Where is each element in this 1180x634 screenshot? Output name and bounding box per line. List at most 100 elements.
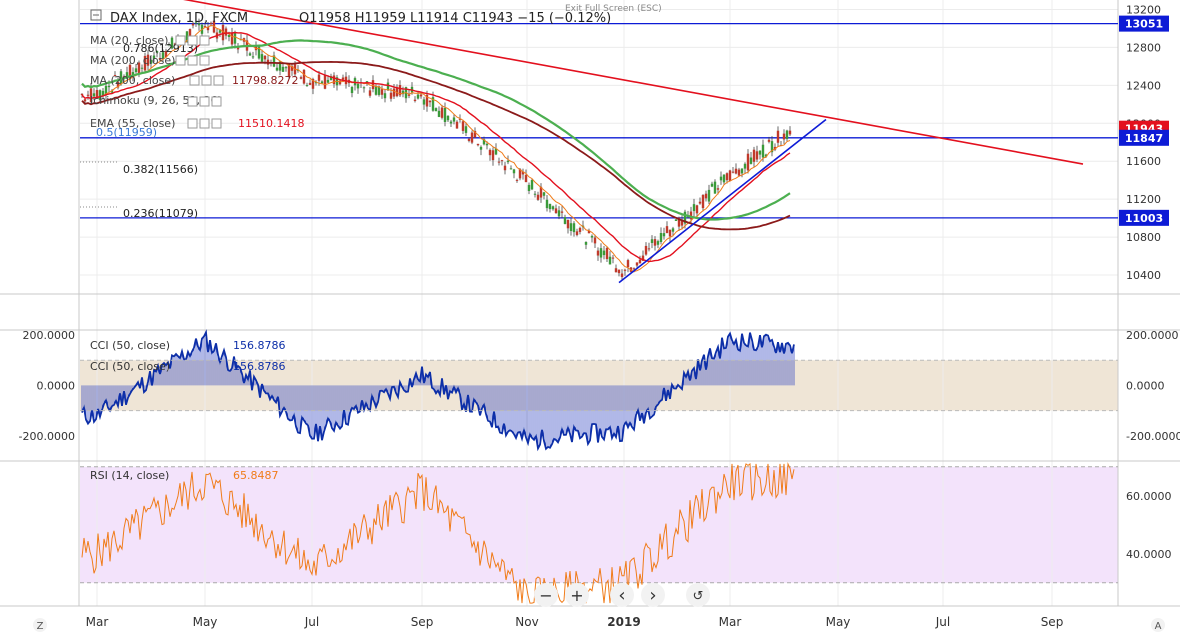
- price-badge-label: 11847: [1125, 132, 1163, 145]
- support-trendline[interactable]: [618, 118, 827, 284]
- legend-settings-icon[interactable]: [199, 118, 210, 129]
- auto-scale-button[interactable]: [1151, 618, 1165, 632]
- candle: [749, 157, 753, 164]
- candle: [257, 46, 261, 59]
- candle: [662, 233, 666, 237]
- zoom-in-button[interactable]: [565, 583, 589, 607]
- legend-icons[interactable]: [175, 35, 224, 129]
- candle: [350, 86, 354, 94]
- scroll-back-button[interactable]: [610, 583, 634, 607]
- candle: [203, 26, 207, 28]
- candle: [596, 250, 600, 256]
- candle: [443, 107, 447, 122]
- reset-chart-button[interactable]: [686, 583, 710, 607]
- z-icon: Z: [37, 621, 44, 632]
- candle: [725, 173, 729, 181]
- legend-settings-icon[interactable]: [201, 75, 212, 86]
- cci-tick-right: -200.0000: [1126, 430, 1180, 443]
- rsi-line: [80, 461, 1118, 605]
- zoom-out-button[interactable]: [534, 583, 558, 607]
- collapse-icon[interactable]: [90, 9, 102, 21]
- time-tick-label: Jul: [935, 615, 950, 629]
- rsi-band: [80, 466, 1118, 583]
- candle: [674, 219, 678, 221]
- candle: [605, 247, 609, 260]
- legend-settings-icon[interactable]: [187, 118, 198, 129]
- header: DAX Index, 1D, FXCM O11958 H11959 L11914…: [90, 4, 662, 26]
- candle: [272, 55, 276, 67]
- candle: [683, 211, 687, 224]
- legend-ma200b[interactable]: MA (200, close): [90, 74, 175, 87]
- cci-axis: 200.0000 200.0000 0.0000 0.0000 -200.0000 -20…: [19, 329, 1180, 443]
- legend-settings-icon[interactable]: [213, 75, 224, 86]
- rsi-label[interactable]: RSI (14, close): [90, 469, 169, 482]
- legend-ema55[interactable]: EMA (55, close): [90, 117, 175, 130]
- candle: [785, 130, 789, 139]
- candle: [527, 184, 531, 191]
- candle: [398, 85, 402, 96]
- exit-fullscreen-hint[interactable]: Exit Full Screen (ESC): [565, 4, 662, 14]
- timezone-button[interactable]: [33, 618, 47, 632]
- legend-settings-icon[interactable]: [175, 35, 186, 46]
- legend-settings-icon[interactable]: [187, 96, 198, 107]
- cci-label[interactable]: CCI (50, close): [90, 339, 170, 352]
- candle: [230, 33, 234, 45]
- legend-settings-icon[interactable]: [199, 35, 210, 46]
- legend-settings-icon[interactable]: [211, 118, 222, 129]
- candle: [641, 255, 645, 261]
- candle: [497, 161, 501, 163]
- symbol-title: DAX Index, 1D, FXCM: [110, 11, 248, 26]
- candle: [134, 68, 138, 73]
- candle: [692, 204, 696, 212]
- candle: [197, 23, 201, 26]
- legend-settings-icon[interactable]: [189, 75, 200, 86]
- candle: [620, 273, 624, 277]
- candle: [425, 94, 429, 107]
- candle: [278, 61, 282, 71]
- time-tick-label: Jul: [304, 615, 319, 629]
- cci-tick-left: 0.0000: [37, 379, 76, 392]
- trend-lines[interactable]: [172, 0, 1084, 284]
- resistance-trendline[interactable]: [172, 0, 1084, 165]
- candle: [287, 64, 291, 77]
- candle: [188, 29, 192, 38]
- candle: [716, 188, 720, 190]
- candle: [608, 256, 612, 265]
- candle: [248, 53, 252, 56]
- candle: [665, 226, 669, 234]
- candle: [233, 32, 237, 44]
- legend-settings-icon[interactable]: [175, 55, 186, 66]
- ma20-line: [81, 24, 791, 273]
- fib-label-382: 0.382(11566): [123, 163, 198, 176]
- scroll-forward-button[interactable]: [641, 583, 665, 607]
- legend-ma20[interactable]: MA (20, close): [90, 34, 168, 47]
- candle: [422, 99, 426, 105]
- time-tick-label: Mar: [719, 615, 742, 629]
- legend-settings-icon[interactable]: [187, 35, 198, 46]
- candle: [542, 192, 546, 196]
- legend-settings-icon[interactable]: [199, 96, 210, 107]
- candle: [284, 67, 288, 69]
- candle: [437, 110, 441, 117]
- legend-ma200[interactable]: MA (200, close): [90, 54, 175, 67]
- candle: [740, 168, 744, 174]
- candle: [539, 186, 543, 198]
- candle: [236, 47, 240, 50]
- candle: [473, 130, 477, 138]
- candle: [734, 168, 738, 174]
- cci-label-2[interactable]: CCI (50, close): [90, 360, 170, 373]
- reset-icon: ↺: [693, 589, 704, 604]
- candle: [467, 138, 471, 141]
- candle: [167, 44, 171, 46]
- candle: [224, 28, 228, 36]
- legend-settings-icon[interactable]: [187, 55, 198, 66]
- legend-settings-icon[interactable]: [199, 55, 210, 66]
- candle: [449, 121, 453, 124]
- cci-tick-left: -200.0000: [19, 430, 75, 443]
- horizontal-levels[interactable]: [80, 22, 1118, 219]
- candle: [89, 88, 93, 103]
- legend-settings-icon[interactable]: [211, 96, 222, 107]
- candle: [707, 189, 711, 202]
- candle: [194, 22, 198, 24]
